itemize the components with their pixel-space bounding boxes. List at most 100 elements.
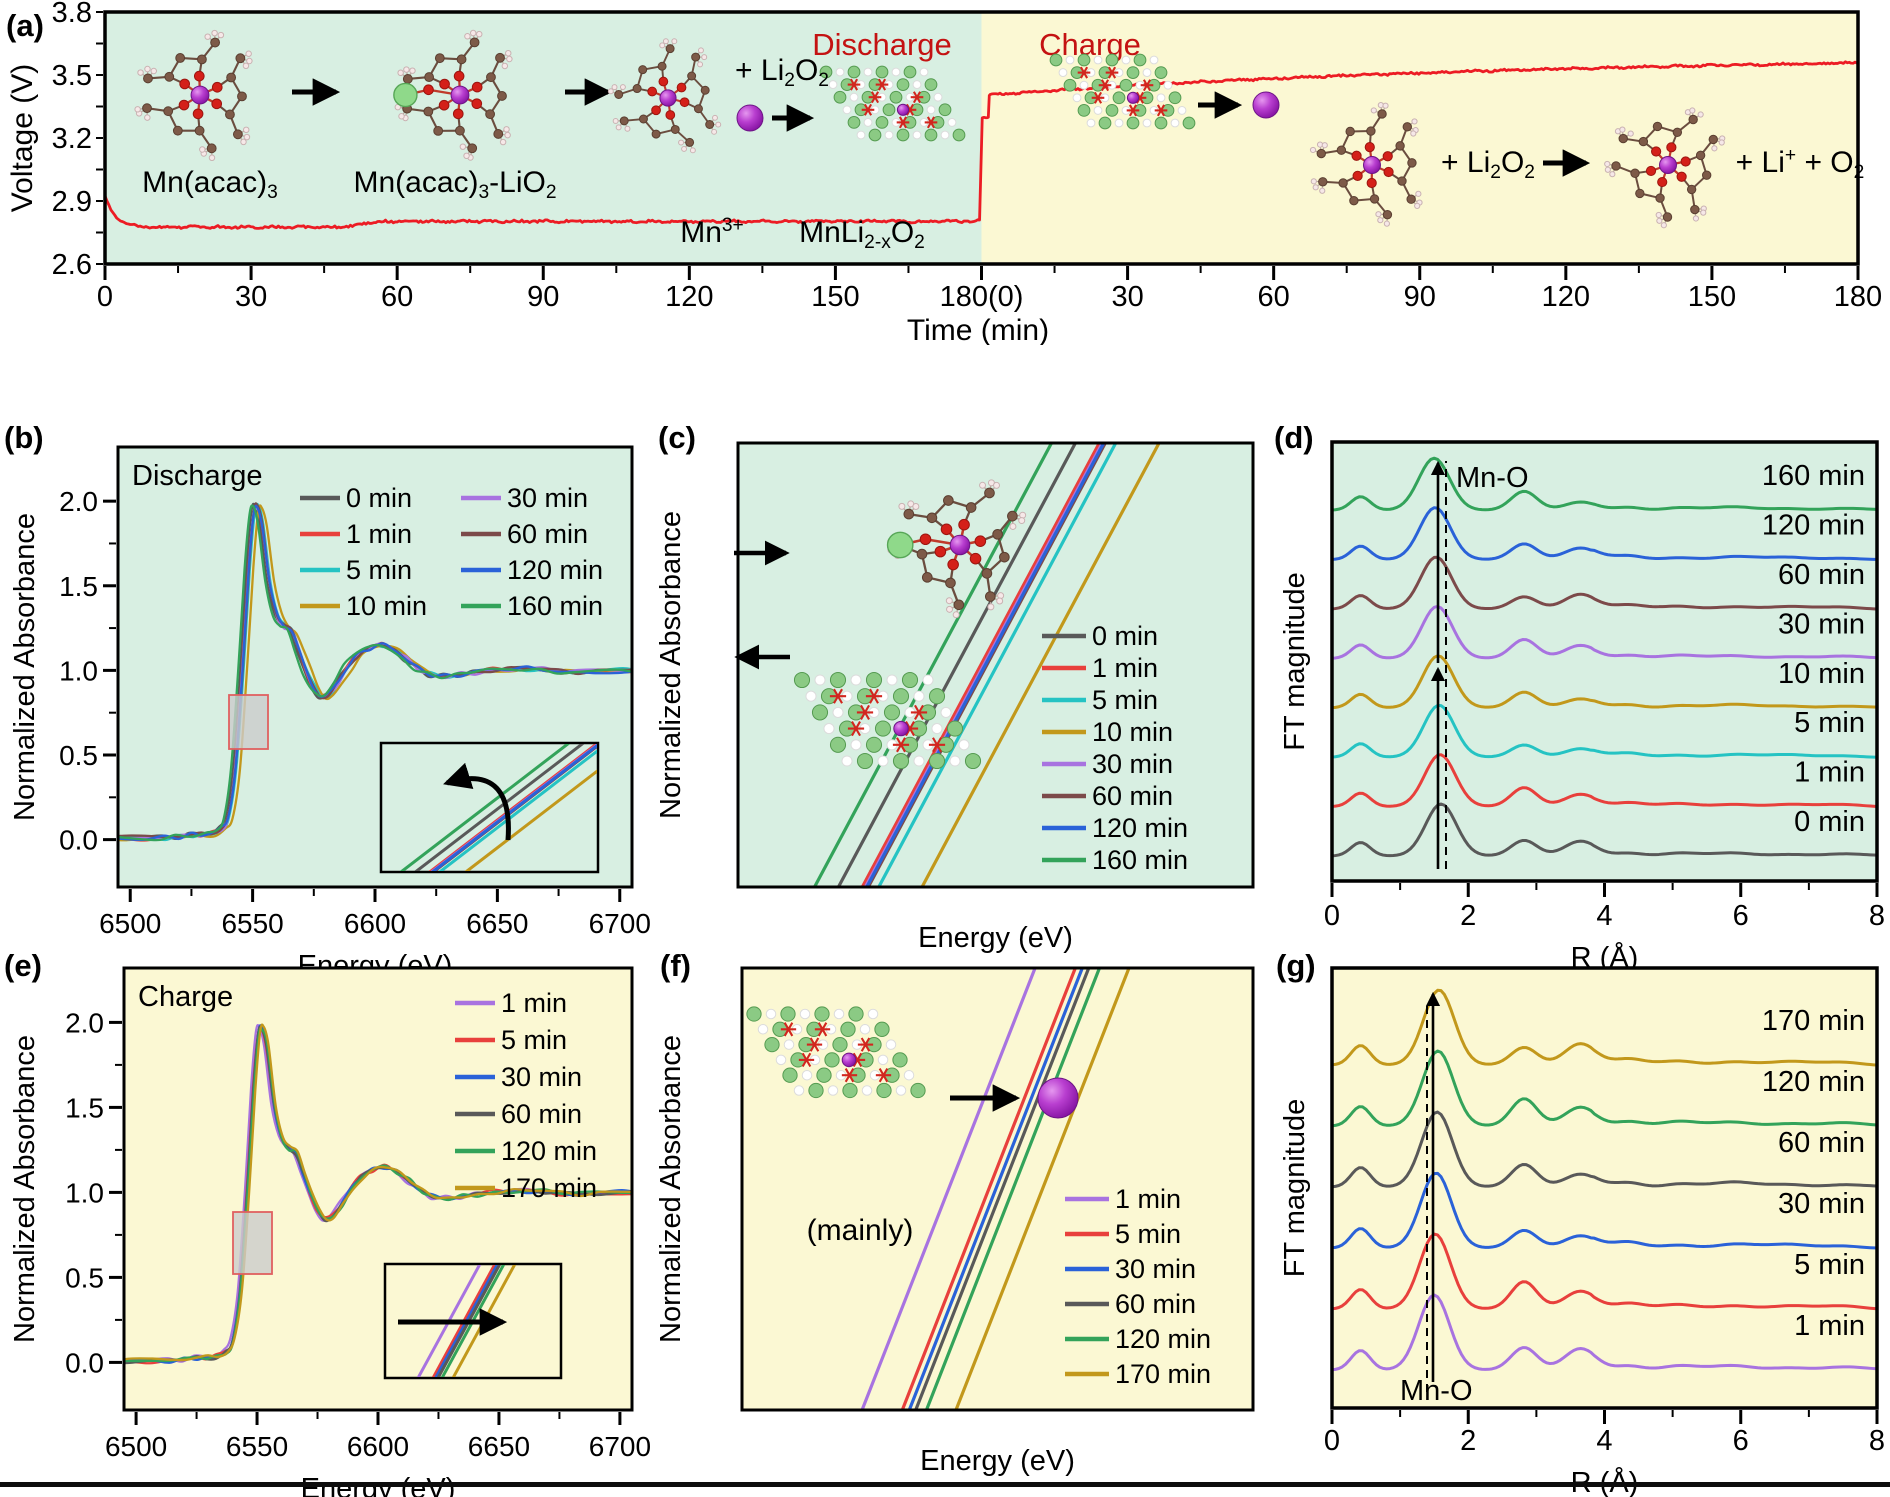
y-axis-title: FT magnitude bbox=[1280, 1099, 1311, 1277]
legend-entry: 0 min bbox=[300, 483, 412, 513]
y-tick-label: 2.0 bbox=[59, 486, 98, 517]
chem-annotation: Mn(acac)3 bbox=[142, 166, 278, 203]
x-tick-label: 2 bbox=[1460, 900, 1476, 932]
ft-curve-0min bbox=[1330, 802, 1879, 858]
x-tick-label: 8 bbox=[1869, 900, 1885, 932]
x-tick-label: 6550 bbox=[221, 908, 283, 939]
mainly-annotation: (mainly) bbox=[807, 1214, 914, 1247]
legend-label: 120 min bbox=[1092, 813, 1188, 843]
figure-bottom-rule bbox=[0, 1482, 1890, 1487]
y-tick-label: 2.0 bbox=[65, 1007, 104, 1038]
mnli2-xo2-lattice bbox=[746, 1006, 926, 1099]
panel-label-b: (b) bbox=[4, 420, 44, 455]
edge-line-170min bbox=[954, 968, 1131, 1410]
legend-entry: 5 min bbox=[1065, 1219, 1181, 1249]
x-tick-label: 6650 bbox=[468, 1431, 530, 1462]
x-tick-label: 6 bbox=[1733, 900, 1749, 932]
legend-label: 170 min bbox=[501, 1173, 597, 1203]
phase-label: Discharge bbox=[132, 460, 263, 492]
ft-curve-120min bbox=[1330, 1049, 1879, 1128]
x-tick-label: 60 bbox=[1258, 281, 1290, 313]
ft-curve-1min bbox=[1330, 1293, 1879, 1372]
legend-label: 60 min bbox=[501, 1099, 582, 1129]
curve-time-label: 170 min bbox=[1762, 1005, 1865, 1037]
y-tick-label: 1.5 bbox=[59, 571, 98, 602]
y-tick-label: 0.0 bbox=[59, 825, 98, 856]
x-tick-label: 6 bbox=[1733, 1425, 1749, 1457]
mnli2-xo2-lattice bbox=[793, 671, 982, 770]
panel-a-voltage-chart: 0 30 60 90 120 150 180(0) 30 60 90 120 150 180 3.8 3.5… bbox=[6, 0, 1882, 345]
legend-entry: 160 min bbox=[461, 591, 603, 621]
inset-edge-line bbox=[438, 749, 597, 871]
legend-entry: 120 min bbox=[455, 1136, 597, 1166]
legend-entry: 1 min bbox=[300, 519, 412, 549]
legend-entry: 120 min bbox=[1065, 1324, 1211, 1354]
edge-highlight-box bbox=[232, 1211, 273, 1275]
xanes-curve-170min bbox=[124, 1023, 632, 1362]
edge-line-120min bbox=[924, 968, 1102, 1410]
legend-label: 5 min bbox=[1115, 1219, 1181, 1249]
legend-entry: 120 min bbox=[461, 555, 603, 585]
ft-curve-1min bbox=[1330, 753, 1879, 808]
edge-line-60min bbox=[914, 968, 1091, 1410]
chem-annotation: Mn3+ bbox=[680, 215, 744, 249]
legend-entry: 30 min bbox=[1042, 749, 1173, 779]
ft-curve-160min bbox=[1330, 456, 1879, 512]
legend-entry: 1 min bbox=[455, 988, 567, 1018]
legend-label: 30 min bbox=[1115, 1254, 1196, 1284]
x-axis-title: R (Å) bbox=[1571, 1466, 1639, 1497]
panel-g-ft-exafs-charge-chart: 1 min 5 min 30 min 60 min 120 min 170 min Mn-O… bbox=[1280, 966, 1885, 1497]
edge-line-0min bbox=[836, 443, 1078, 887]
curve-time-label: 120 min bbox=[1762, 510, 1865, 542]
legend-label: 10 min bbox=[1092, 717, 1173, 747]
x-axis-title: Energy (eV) bbox=[920, 1445, 1075, 1477]
mn-ion-sphere bbox=[1252, 91, 1280, 119]
y-axis-title: Voltage (V) bbox=[6, 64, 39, 212]
y-axis-title: Normalized Absorbance bbox=[9, 1035, 41, 1343]
curve-time-label: 30 min bbox=[1778, 608, 1865, 640]
y-tick-label: 0.0 bbox=[65, 1347, 104, 1378]
curve-time-label: 10 min bbox=[1778, 658, 1865, 690]
curve-time-label: 1 min bbox=[1794, 757, 1865, 789]
legend-label: 1 min bbox=[501, 988, 567, 1018]
curve-time-label: 60 min bbox=[1778, 559, 1865, 591]
shift-direction-curved-arrow bbox=[443, 762, 511, 841]
y-tick-label: 2.6 bbox=[52, 249, 92, 281]
mn-acac3-molecule bbox=[1604, 107, 1726, 229]
edge-line-30min bbox=[907, 968, 1084, 1410]
legend-label: 170 min bbox=[1115, 1359, 1211, 1389]
legend-label: 1 min bbox=[1092, 653, 1158, 683]
legend-label: 30 min bbox=[501, 1062, 582, 1092]
y-axis-title: Normalized Absorbance bbox=[9, 513, 41, 821]
x-tick-label: 8 bbox=[1869, 1425, 1885, 1457]
legend-label: 60 min bbox=[1115, 1289, 1196, 1319]
ft-curve-5min bbox=[1330, 703, 1879, 759]
panel-f-edge-zoom-charge-chart: Energy (eV) Normalized Absorbance 1 min 5 m… bbox=[655, 966, 1255, 1477]
mn-acac3-molecule bbox=[1309, 101, 1423, 227]
x-tick-label: 6700 bbox=[589, 908, 650, 939]
curve-time-label: 120 min bbox=[1762, 1066, 1865, 1098]
x-tick-label: 150 bbox=[811, 281, 859, 313]
chem-annotation: + Li2O2 bbox=[1441, 146, 1535, 183]
legend-label: 30 min bbox=[507, 483, 588, 513]
mnli2-xo2-lattice bbox=[819, 65, 966, 142]
legend-entry: 170 min bbox=[1065, 1359, 1211, 1389]
legend-label: 160 min bbox=[507, 591, 603, 621]
x-tick-label: 6600 bbox=[344, 908, 406, 939]
ft-curve-5min bbox=[1330, 1232, 1879, 1311]
legend-label: 5 min bbox=[346, 555, 412, 585]
mn-o-label: Mn-O bbox=[1456, 462, 1529, 494]
edge-highlight-box bbox=[228, 694, 269, 750]
curve-time-label: 1 min bbox=[1794, 1310, 1865, 1342]
phase-label: Charge bbox=[138, 981, 233, 1013]
chem-annotation: + Li+ + O2 bbox=[1736, 145, 1865, 183]
x-axis-title: Time (min) bbox=[907, 314, 1049, 345]
ft-curve-170min bbox=[1330, 988, 1879, 1067]
x-tick-label: 6500 bbox=[99, 908, 161, 939]
x-tick-label: 30 bbox=[1111, 281, 1143, 313]
mn-acac3-lio2-molecule bbox=[393, 29, 513, 161]
inset-edge-line bbox=[431, 744, 597, 871]
xanes-curve-160min bbox=[118, 504, 632, 842]
x-tick-label: 90 bbox=[1404, 281, 1436, 313]
